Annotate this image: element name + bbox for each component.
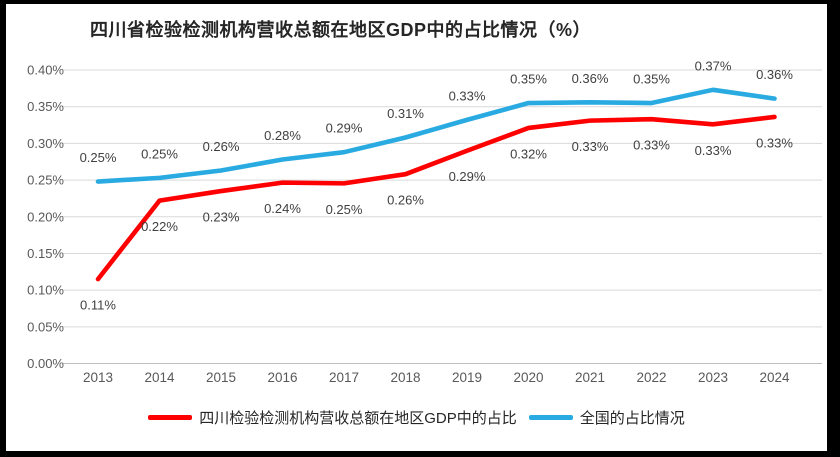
data-label: 0.25% — [141, 146, 178, 161]
legend: 四川检验检测机构营收总额在地区GDP中的占比 全国的占比情况 — [6, 407, 827, 428]
y-axis-label: 0.05% — [27, 319, 64, 334]
x-axis-label: 2015 — [206, 370, 236, 385]
data-label: 0.33% — [756, 135, 793, 150]
x-axis-label: 2019 — [452, 370, 482, 385]
x-axis-label: 2018 — [390, 370, 420, 385]
series-line-sichuan — [95, 114, 777, 282]
y-axis-label: 0.15% — [27, 246, 64, 261]
data-label: 0.11% — [80, 298, 116, 313]
x-axis-label: 2024 — [759, 370, 790, 385]
data-label: 0.29% — [449, 169, 486, 184]
x-axis-label: 2023 — [698, 370, 728, 385]
x-axis-label: 2022 — [636, 370, 666, 385]
x-axis-label: 2013 — [83, 370, 113, 385]
y-axis-label: 0.40% — [27, 63, 64, 78]
data-label: 0.36% — [572, 71, 609, 86]
legend-label-sichuan: 四川检验检测机构营收总额在地区GDP中的占比 — [199, 410, 517, 427]
series-line-national — [95, 87, 777, 184]
legend-item-national: 全国的占比情况 — [528, 407, 685, 428]
chart-plot: 0.40% 0.35% 0.30% 0.25% 0.20% 0.15% 0.10% 0.05%… — [27, 58, 822, 385]
data-label: 0.29% — [326, 121, 363, 136]
data-label: 0.25% — [326, 202, 363, 217]
x-axis-label: 2021 — [575, 370, 605, 385]
data-label: 0.28% — [264, 128, 301, 143]
data-label: 0.37% — [695, 58, 732, 73]
data-label: 0.31% — [387, 106, 424, 121]
chart-title: 四川省检验检测机构营收总额在地区GDP中的占比情况（%） — [90, 20, 592, 40]
chart-panel: 四川省检验检测机构营收总额在地区GDP中的占比情况（%） 0.40% 0.35% 0… — [6, 4, 827, 451]
data-label: 0.32% — [510, 146, 547, 161]
data-label: 0.33% — [449, 88, 486, 103]
y-axis-label: 0.10% — [27, 283, 64, 298]
y-axis-label: 0.30% — [27, 136, 64, 151]
data-label: 0.24% — [264, 201, 301, 216]
national-line-swatch-icon — [528, 415, 573, 420]
y-axis-label: 0.35% — [27, 99, 64, 114]
x-axis-label: 2017 — [329, 370, 359, 385]
y-axis-label: 0.25% — [27, 173, 64, 188]
data-label: 0.25% — [80, 150, 117, 165]
data-label: 0.33% — [572, 139, 609, 154]
data-label: 0.35% — [510, 72, 547, 87]
legend-label-national: 全国的占比情况 — [579, 410, 685, 427]
y-axis-label: 0.00% — [27, 356, 64, 371]
x-axis-label: 2016 — [267, 370, 297, 385]
data-label: 0.35% — [633, 72, 670, 87]
data-label: 0.33% — [633, 138, 670, 153]
data-label: 0.22% — [141, 219, 178, 234]
sichuan-line-swatch-icon — [148, 415, 193, 420]
data-label: 0.33% — [695, 143, 732, 158]
data-label: 0.36% — [756, 67, 793, 82]
y-axis-label: 0.20% — [27, 209, 64, 224]
data-label: 0.26% — [203, 139, 240, 154]
legend-item-sichuan: 四川检验检测机构营收总额在地区GDP中的占比 — [148, 407, 517, 428]
x-axis-label: 2014 — [144, 370, 175, 385]
data-label: 0.23% — [203, 210, 240, 225]
data-label: 0.26% — [387, 193, 424, 208]
x-axis-label: 2020 — [513, 370, 543, 385]
